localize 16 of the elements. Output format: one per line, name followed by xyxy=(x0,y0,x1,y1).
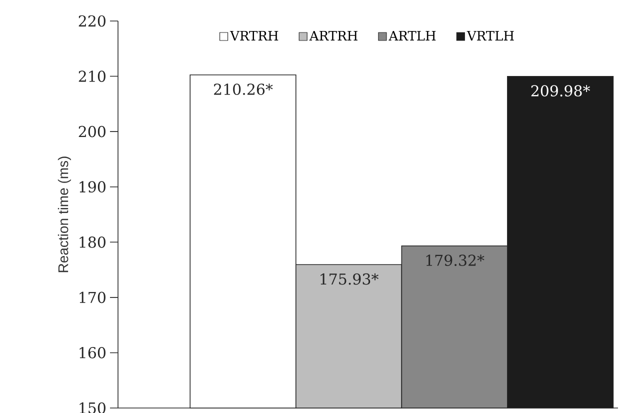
legend-label: ARTLH xyxy=(388,31,436,40)
y-tick-label: 220 xyxy=(78,15,106,27)
y-tick-label: 180 xyxy=(80,236,106,248)
y-tick-label: 200 xyxy=(78,126,106,138)
data-label: 175.93* xyxy=(320,273,379,285)
y-axis-title: Reaction time (ms) xyxy=(58,156,71,272)
y-tick-label: 160 xyxy=(80,347,106,358)
y-tick-label: 170 xyxy=(80,292,106,304)
y-tick-label: 210 xyxy=(78,70,106,82)
y-tick-label: 190 xyxy=(80,181,106,193)
legend-label: VRTLH xyxy=(466,31,514,40)
legend-label: ARTRH xyxy=(309,31,358,40)
data-label: 179.32* xyxy=(426,254,484,266)
legend-label: VRTRH xyxy=(230,31,278,40)
data-label: 209.98* xyxy=(531,85,590,96)
data-label: 210.26* xyxy=(214,84,273,95)
